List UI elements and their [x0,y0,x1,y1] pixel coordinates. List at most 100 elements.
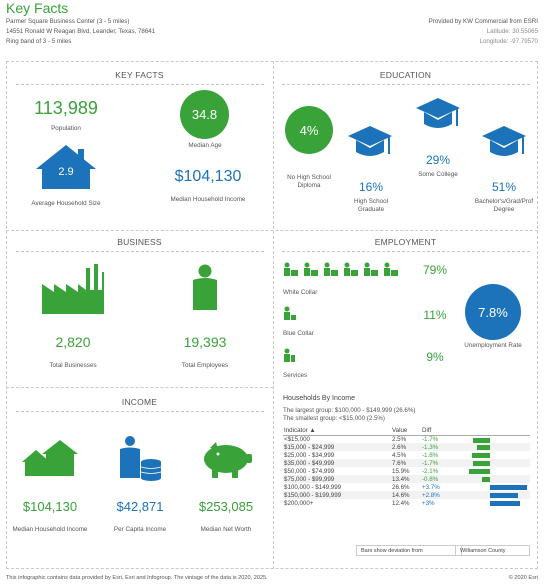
row-diff: -0.8% [421,475,450,483]
col-diff-header[interactable]: Diff [421,426,450,436]
per-capita-value: $42,871 [116,499,164,514]
median-age-value: 34.8 [191,107,218,122]
households-table: Indicator ▲ Value Diff <$15,000 2.5% -1.7%… [283,426,530,507]
education-title: EDUCATION [379,70,432,80]
deviation-bar [482,477,490,482]
median-income-value: $104,130 [174,168,242,185]
income-median-hh-value: $104,130 [22,499,78,514]
table-row: $35,000 - $49,999 7.6% -1.7% [283,459,530,467]
bars-deviation-note: Bars show deviation from [356,545,462,556]
deviation-bar [490,493,518,498]
region-selector[interactable]: Williamson County [455,545,530,556]
unemployment-label: Unemployment Rate [464,342,522,349]
row-value: 13.4% [391,475,421,483]
no-hs-value: 4% [299,122,319,138]
net-worth-label: Median Net Worth [200,526,252,533]
population-label: Population [51,125,81,132]
business-title: BUSINESS [117,237,162,247]
services-value: 9% [426,350,444,364]
some-college-value: 29% [425,153,451,167]
row-diff: -1.7% [422,435,439,443]
row-indicator: $35,000 - $49,999 [283,459,391,467]
row-indicator: $25,000 - $34,999 [284,451,335,459]
employees-label: Total Employees [181,362,229,369]
row-indicator: $75,000 - $99,999 [283,475,391,483]
deviation-bar [473,461,490,466]
row-bar-cell [450,435,530,443]
some-college-label: Some College [418,171,458,178]
panel-divider-2 [6,387,273,388]
employment-underline [282,251,530,252]
row-diff: +2.8% [421,491,450,499]
income-median-hh-label: Median Household Income [12,526,88,533]
largest-group: The largest group: $100,000 - $149,999 (… [283,407,416,414]
table-row: $75,000 - $99,999 13.4% -0.8% [283,475,530,483]
smallest-group: The smallest group: <$15,000 (2.5%) [283,415,385,422]
row-value: 26.6% [392,483,410,491]
deviation-bar [472,453,490,458]
office-worker-icon [284,262,398,276]
median-age-circle: 34.8 [180,90,229,139]
location-address: 14551 Ronald W Reagan Blvd, Leander, Tex… [6,28,156,35]
row-indicator: $50,000 - $74,999 [284,467,335,475]
education-underline [282,84,530,85]
deviation-bar [473,437,490,443]
col-bar-header [450,426,530,436]
table-row: $200,000+ 12.4% +3% [283,499,530,507]
business-underline [16,251,264,252]
net-worth-value: $253,085 [198,499,254,514]
row-diff: +3.7% [422,483,440,491]
row-bar-cell [450,491,530,499]
longitude: Longitude: -97.79570 [479,38,539,45]
graduation-cap-icon [348,126,392,156]
row-bar-cell [450,483,530,491]
row-bar-cell [450,499,530,507]
table-row: $150,000 - $199,999 14.6% +2.8% [283,491,530,499]
row-diff: +3% [422,499,435,507]
row-indicator: $15,000 - $24,999 [283,443,391,451]
employees-value: 19,393 [183,334,227,350]
table-row: $25,000 - $34,999 4.5% -1.8% [283,451,530,459]
deviation-bar [490,485,527,490]
white-collar-label: White Collar [283,289,318,296]
households-title: Households By Income [283,395,355,402]
row-value: 2.6% [391,443,421,451]
hs-value: 16% [358,180,384,194]
row-indicator: $100,000 - $149,999 [284,483,342,491]
factory-icon [42,264,104,314]
panel-divider-vertical [273,61,274,569]
row-value: 4.5% [392,451,407,459]
worker-icon [284,306,296,320]
no-hs-label: No High School Diploma [287,174,331,189]
service-worker-icon [284,348,295,362]
households-table-body: <$15,000 2.5% -1.7% $15,000 - $24,999 2.6% -1… [283,435,530,507]
row-bar-cell [450,451,530,459]
table-row: $15,000 - $24,999 2.6% -1.3% [283,443,530,451]
row-bar-cell [450,443,530,451]
col-value-header[interactable]: Value [391,426,421,436]
person-coins-icon [120,436,162,481]
graduation-cap-icon [416,98,460,128]
key-facts-title: KEY FACTS [115,70,164,80]
median-income-label: Median Household Income [170,196,246,203]
deviation-bar [490,501,520,506]
row-bar-cell [450,467,530,475]
row-bar-cell [450,475,530,483]
businesses-value: 2,820 [55,334,91,350]
col-indicator-header[interactable]: Indicator ▲ [283,426,391,436]
businesses-label: Total Businesses [49,362,97,369]
income-underline [16,411,264,412]
provided-by: Provided by KW Commercial from ESRI [428,18,538,25]
row-diff: -2.1% [422,467,439,475]
hs-label: High School Graduate [354,198,388,213]
location-name: Parmer Square Business Center (3 - 5 mil… [6,18,130,25]
blue-collar-label: Blue Collar [283,330,314,337]
household-size-value: 2.9 [58,166,74,178]
panel-divider-1 [6,230,538,231]
unemployment-circle: 7.8% [465,284,521,340]
footer-note: This infographic contains data provided … [6,575,268,581]
person-icon [193,264,217,310]
row-indicator: $200,000+ [284,499,314,507]
row-value: 14.6% [391,491,421,499]
key-facts-underline [16,84,264,85]
